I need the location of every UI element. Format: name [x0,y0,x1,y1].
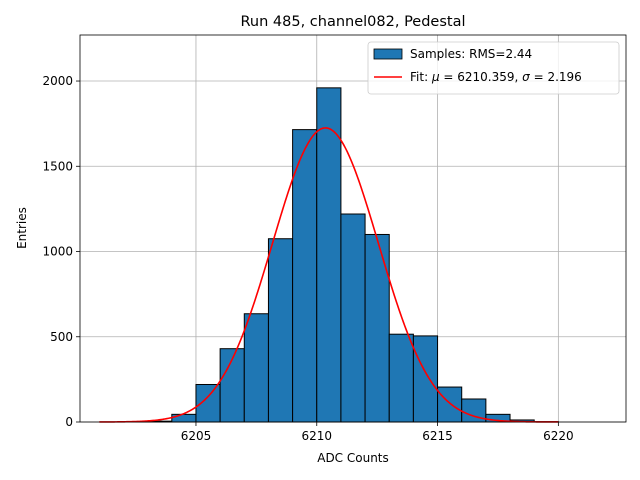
legend-label-fit: Fit: μ = 6210.359, σ = 2.196 [410,70,582,84]
y-axis-title: Entries [15,207,29,249]
legend: Samples: RMS=2.44 Fit: μ = 6210.359, σ =… [367,41,620,95]
histogram-bar [388,333,414,423]
legend-fit-sigma-symbol: σ [522,70,530,84]
y-tick-label: 0 [65,415,73,429]
legend-fit-mu-symbol: μ [431,70,440,84]
histogram-bar [292,129,318,423]
y-tick-label: 500 [50,330,73,344]
x-tick-label: 6220 [543,429,574,443]
y-axis-ticks: 0 500 1000 1500 2000 [42,74,80,429]
x-tick-label: 6205 [181,429,212,443]
x-tick-label: 6215 [422,429,453,443]
histogram-bar [267,238,294,423]
histogram-bar [171,413,197,423]
y-tick-label: 2000 [42,74,73,88]
plot-frame [79,34,627,423]
histogram-bar [316,87,342,423]
y-tick-label: 1500 [42,159,73,173]
histogram-bar [243,313,269,423]
legend-fit-prefix: Fit: [410,70,432,84]
fit-curve [99,127,559,423]
histogram-bar [437,386,463,423]
legend-label-samples: Samples: RMS=2.44 [410,47,532,61]
y-tick-label: 1000 [42,245,73,259]
legend-fit-mu-value: = 6210.359, [440,70,523,84]
legend-swatch-samples [373,48,403,60]
histogram-bar [412,335,439,423]
fit-curve-group [99,127,559,423]
histogram-bar [340,213,366,423]
legend-fit-sigma-value: = 2.196 [530,70,582,84]
x-axis-title: ADC Counts [317,451,389,465]
histogram-bar [195,383,221,423]
legend-box [367,41,620,95]
x-axis-ticks: 6205 6210 6215 6220 [181,422,574,443]
x-tick-label: 6210 [301,429,332,443]
histogram-bars [122,87,559,423]
chart-title: Run 485, channel082, Pedestal [240,14,465,30]
histogram-bar [364,233,390,423]
